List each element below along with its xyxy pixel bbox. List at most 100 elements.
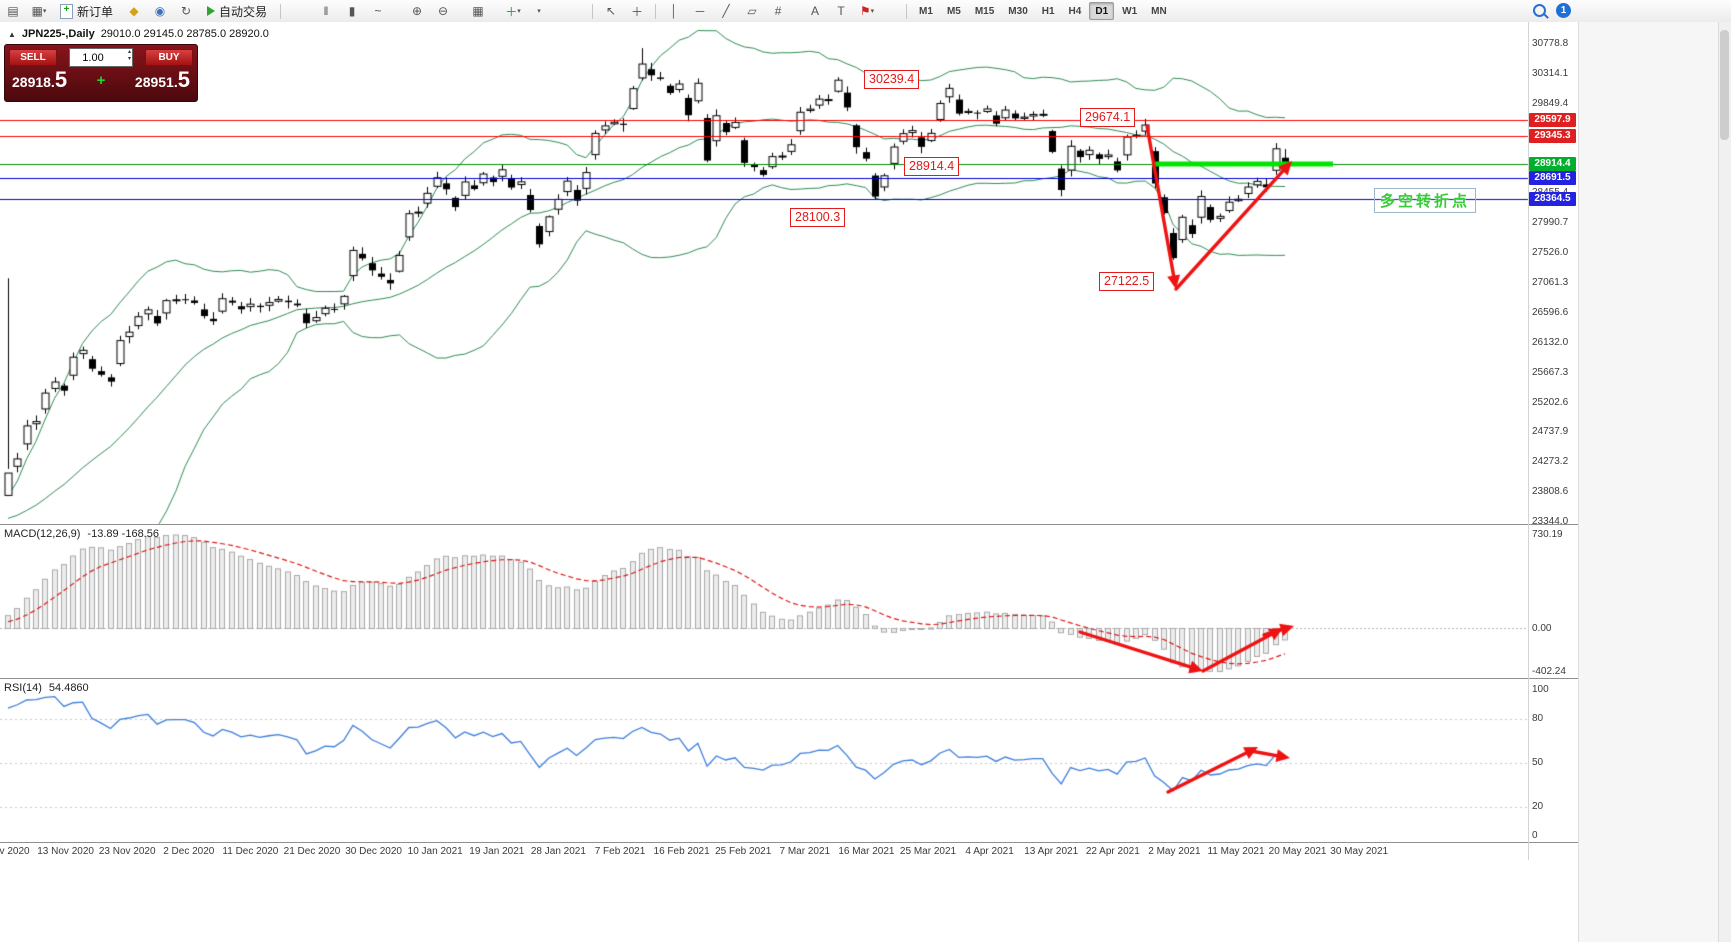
new-chart-icon[interactable]: ▤ [7,4,19,18]
refresh-icon[interactable]: ↻ [180,4,192,18]
symbol-marker-icon: ▲ [8,29,16,39]
macd-values: -13.89 -168.56 [87,528,159,540]
timeframe-button-mn[interactable]: MN [1151,5,1167,17]
rsi-value: 54.4860 [48,682,89,694]
text-tool-icon[interactable]: A [811,4,820,18]
date-axis-label: 2 May 2021 [1148,846,1201,857]
channel-tool-icon[interactable]: ▱ [747,4,757,18]
scrollbar-thumb[interactable] [1720,30,1729,140]
cursor-icon[interactable]: ↖ [606,4,617,18]
price-axis-tick: 25667.3 [1532,366,1569,378]
timeframe-button-m30[interactable]: M30 [1008,5,1028,17]
horizontal-line-tool-icon[interactable]: ─ [695,4,705,18]
price-axis-tick: 30314.1 [1532,67,1569,79]
rsi-indicator-label: RSI(14) 54.4860 [4,682,89,694]
price-axis-tick: 23344.0 [1532,516,1569,527]
date-axis-label: 30 Dec 2020 [345,846,402,857]
rsi-axis-tick: 50 [1532,757,1544,768]
notification-badge[interactable]: 1 [1556,3,1571,18]
buy-price: 28951. 5 [135,69,190,91]
price-axis-tick: 24737.9 [1532,426,1569,438]
price-callout: 27122.5 [1099,272,1155,291]
rsi-axis-tick: 0 [1532,830,1538,841]
rsi-axis-tick: 80 [1532,713,1544,725]
rsi-panel-splitter[interactable] [0,678,1578,679]
toolbar-separator [906,3,908,19]
date-axis-label: 10 Jan 2021 [407,846,463,857]
timeframe-button-h1[interactable]: H1 [1041,5,1055,17]
price-axis-tick: 25202.6 [1532,396,1569,408]
bar-chart-type-icon[interactable]: ‖ [323,4,329,18]
tile-windows-icon[interactable]: ▦ [472,4,484,18]
price-axis-tick: 26132.0 [1532,336,1569,348]
buy-button[interactable]: BUY [145,49,193,66]
auto-trading-button[interactable]: 自动交易 [200,1,274,21]
candlestick-type-icon[interactable]: ▮ [348,4,356,18]
volume-spinner-icon[interactable]: ▴ ▾ [127,49,131,62]
price-axis-tick: 26596.6 [1532,306,1569,318]
chart-ohlc-readout: 29010.0 29145.0 28785.0 28920.0 [100,28,269,40]
time-axis-border [0,842,1578,843]
volume-stepper[interactable]: ▴▾ [69,48,133,67]
arrows-tool-icon[interactable]: ⚑ ▾ [859,4,875,18]
date-axis-label: 30 May 2021 [1330,846,1389,857]
price-tag: 29597.9 [1529,112,1576,127]
date-axis-label: 2 Dec 2020 [163,846,215,857]
timeframe-button-w1[interactable]: W1 [1122,5,1138,17]
toolbar-separator [280,3,282,19]
sell-price: 28918. 5 [12,69,67,91]
date-axis-label: 11 Dec 2020 [222,846,279,857]
price-axis-tick: 24273.2 [1532,456,1569,468]
vertical-line-tool-icon[interactable]: │ [670,4,678,18]
objects-icon[interactable]: ▾ [537,8,541,15]
profiles-icon[interactable]: ▦ ▾ [31,4,47,18]
date-axis-label: 5 Nov 2020 [0,846,30,857]
macd-axis-zero: 0.00 [1532,622,1552,634]
date-axis-label: 25 Feb 2021 [715,846,772,857]
date-axis-label: 13 Apr 2021 [1024,846,1079,857]
toolbar-separator [655,3,657,19]
price-tag: 29345.3 [1529,129,1576,144]
sell-button[interactable]: SELL [9,49,57,66]
text-label-tool-icon[interactable]: T [837,4,845,18]
new-order-button[interactable]: + 新订单 [53,1,120,21]
turning-point-annotation: 多空转折点 [1374,188,1477,213]
timeframe-button-m1[interactable]: M1 [919,5,933,17]
price-callout: 29674.1 [1080,108,1136,127]
date-axis-label: 19 Jan 2021 [469,846,525,857]
indicators-icon[interactable]: ＋ ▾ [505,4,521,19]
price-chart-canvas[interactable] [0,22,1578,860]
macd-panel-splitter[interactable] [0,524,1578,525]
metaeditor-icon[interactable]: ◆ [129,4,139,18]
macd-axis-max: 730.19 [1532,529,1563,540]
price-axis-tick: 27526.0 [1532,247,1569,259]
date-axis-label: 20 May 2021 [1268,846,1327,857]
fibonacci-tool-icon[interactable]: # [774,4,782,18]
timeframe-button-h4[interactable]: H4 [1068,5,1082,17]
crosshair-icon[interactable]: ＋ [631,4,644,19]
price-tag: 28364.5 [1529,192,1576,207]
vertical-scrollbar[interactable] [1718,22,1731,942]
timeframe-button-d1[interactable]: D1 [1089,2,1115,20]
rsi-name: RSI(14) [4,682,42,694]
workspace-right-strip [1578,22,1720,942]
trendline-tool-icon[interactable]: ╱ [722,4,730,18]
date-axis-label: 11 May 2021 [1207,846,1265,857]
line-chart-type-icon[interactable]: ~ [374,4,382,18]
main-toolbar: ▤ ▦ ▾ + 新订单 ◆ ◉ ↻ 自动交易 ‖ ▮ ~ ⊕ ⊖ ▦ ＋ ▾ ▾ ↖… [0,0,1731,23]
timeframe-button-m15[interactable]: M15 [974,5,995,17]
timeframe-group: M1 M5 M15 M30 H1 H4 D1 W1 MN [912,2,1174,20]
search-icon[interactable] [1533,4,1546,17]
community-icon[interactable]: ◉ [154,4,166,18]
date-axis-label: 22 Apr 2021 [1085,846,1140,857]
timeframe-button-m5[interactable]: M5 [946,5,961,17]
rsi-axis-tick: 100 [1532,684,1549,695]
date-axis-label: 23 Nov 2020 [98,846,156,857]
date-axis-label: 13 Nov 2020 [37,846,94,857]
macd-name: MACD(12,26,9) [4,528,81,540]
zoom-in-icon[interactable]: ⊕ [412,4,423,18]
price-tag: 28914.4 [1529,156,1576,171]
chart-window: ▲ JPN225-,Daily 29010.0 29145.0 28785.0 … [0,22,1578,942]
zoom-out-icon[interactable]: ⊖ [438,4,449,18]
volume-input[interactable] [70,51,116,64]
